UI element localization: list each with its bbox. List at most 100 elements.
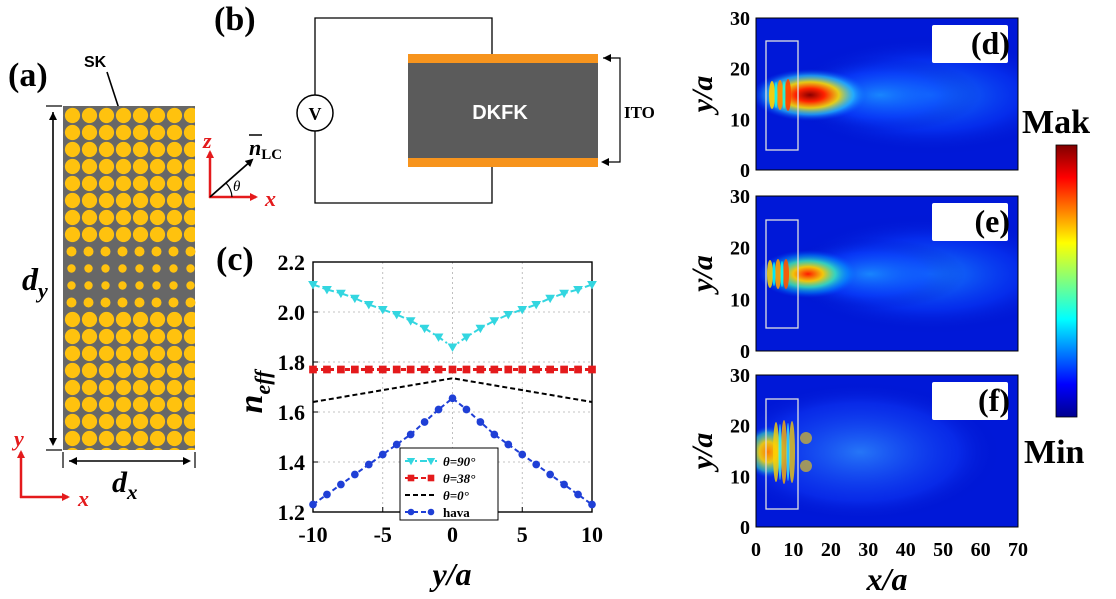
data-point bbox=[490, 430, 499, 439]
map-xlabel: x/a bbox=[866, 561, 908, 597]
map-e-waveguide-outline bbox=[765, 219, 799, 329]
data-point bbox=[433, 333, 444, 342]
data-point bbox=[448, 365, 457, 374]
series-θ=0° bbox=[312, 377, 593, 403]
data-point bbox=[406, 430, 415, 439]
data-point bbox=[406, 365, 415, 374]
y-tick-label: 2.0 bbox=[278, 300, 306, 325]
colorbar-min-label: Min bbox=[1024, 434, 1085, 471]
data-point bbox=[337, 480, 345, 489]
map-label-bg bbox=[932, 25, 1008, 63]
data-point bbox=[309, 365, 317, 374]
map-d-ylabel: y/a bbox=[686, 76, 719, 116]
data-point bbox=[560, 365, 568, 374]
y-tick-label: 1.6 bbox=[278, 400, 306, 425]
top-electrode bbox=[408, 54, 598, 63]
panel-a: (a) SK dy dx y x bbox=[8, 54, 196, 511]
legend-marker bbox=[407, 508, 415, 516]
map-e-fringes bbox=[767, 259, 789, 289]
data-point bbox=[504, 440, 513, 449]
voltage-source-label: V bbox=[309, 104, 322, 124]
map-f-fringes bbox=[773, 420, 812, 484]
data-point bbox=[336, 289, 346, 299]
legend-marker bbox=[426, 458, 436, 466]
data-point bbox=[490, 365, 499, 374]
director-arrow bbox=[209, 158, 254, 198]
data-point bbox=[323, 490, 331, 499]
map-d-label: (d) bbox=[971, 25, 1010, 61]
data-point bbox=[461, 333, 472, 342]
b-axis-z-label: z bbox=[202, 128, 212, 153]
voltage-source bbox=[296, 94, 334, 132]
map-x-tick-label: 50 bbox=[933, 539, 953, 561]
map-y-tick-label: 30 bbox=[730, 8, 750, 30]
data-point bbox=[351, 470, 359, 479]
bottom-electrode bbox=[408, 158, 598, 167]
data-point bbox=[349, 294, 360, 304]
data-point bbox=[518, 450, 527, 459]
data-point bbox=[378, 450, 387, 459]
data-point bbox=[405, 317, 416, 326]
data-point bbox=[531, 301, 542, 310]
angle-label: θ bbox=[233, 179, 241, 195]
data-point bbox=[532, 365, 541, 374]
panel-c-label: (c) bbox=[216, 241, 254, 278]
map-x-tick-label: 20 bbox=[821, 539, 841, 561]
data-point bbox=[420, 365, 429, 374]
y-tick-label: 1.8 bbox=[278, 350, 306, 375]
panel-b-label: (b) bbox=[214, 1, 256, 38]
map-x-tick-label: 40 bbox=[896, 539, 916, 561]
map-x-tick-label: 60 bbox=[971, 539, 991, 561]
data-point bbox=[504, 365, 513, 374]
legend-label: θ=38° bbox=[443, 471, 476, 486]
map-x-tick-label: 70 bbox=[1008, 539, 1028, 561]
data-point bbox=[322, 286, 332, 295]
colorbar-max-label: Mak bbox=[1022, 104, 1090, 141]
lc-cell bbox=[408, 63, 598, 158]
data-point bbox=[476, 418, 485, 426]
panel-b: (b) V DKFK ITO θ z x nLC bbox=[202, 1, 655, 211]
map-y-tick-label: 0 bbox=[740, 160, 750, 182]
data-point bbox=[546, 470, 555, 479]
ito-bracket bbox=[601, 54, 621, 166]
data-point bbox=[546, 365, 554, 374]
data-point bbox=[364, 460, 373, 469]
map-x-tick-label: 0 bbox=[751, 539, 761, 561]
data-point bbox=[447, 343, 458, 352]
map-label-bg bbox=[932, 203, 1008, 241]
y-tick-label: 2.2 bbox=[278, 250, 306, 275]
data-point bbox=[476, 365, 485, 374]
dy-label: dy bbox=[22, 261, 48, 303]
chart-c-legend: θ=90° θ=38° θ=0° hava bbox=[399, 447, 499, 521]
map-d-frame bbox=[755, 17, 1019, 171]
map-f-label: (f) bbox=[978, 382, 1010, 418]
center-rods bbox=[63, 243, 196, 311]
data-point bbox=[574, 490, 582, 499]
series-θ=38° bbox=[309, 365, 596, 374]
data-point bbox=[532, 460, 541, 469]
map-y-tick-label: 30 bbox=[730, 365, 750, 387]
x-tick-label: -5 bbox=[374, 522, 392, 547]
legend-label: hava bbox=[443, 505, 470, 520]
data-point bbox=[462, 405, 471, 414]
colorbar-gradient bbox=[1055, 144, 1078, 418]
map-e-label: (e) bbox=[974, 203, 1010, 239]
map-annotations: (d) 0 10 20 30 y/a (e) 0 10 20 30 y/a (f) 0 10 20 30 y/a 0… bbox=[686, 8, 1028, 597]
angle-arc bbox=[225, 182, 233, 198]
a-axis-y-label: y bbox=[11, 426, 24, 451]
map-e bbox=[755, 195, 1019, 352]
data-point bbox=[434, 365, 443, 374]
map-e-frame bbox=[755, 195, 1019, 352]
series-line bbox=[312, 396, 593, 506]
data-point bbox=[560, 480, 568, 489]
map-e-ylabel: y/a bbox=[686, 255, 719, 295]
map-f-waveguide-outline bbox=[765, 398, 799, 510]
legend-marker bbox=[427, 474, 435, 482]
x-tick-label: 10 bbox=[581, 522, 603, 547]
map-y-tick-label: 10 bbox=[730, 289, 750, 311]
data-point bbox=[378, 365, 387, 374]
map-f-frame bbox=[755, 374, 1019, 528]
data-point bbox=[377, 306, 388, 315]
x-tick-label: 0 bbox=[447, 522, 458, 547]
data-point bbox=[573, 286, 583, 295]
